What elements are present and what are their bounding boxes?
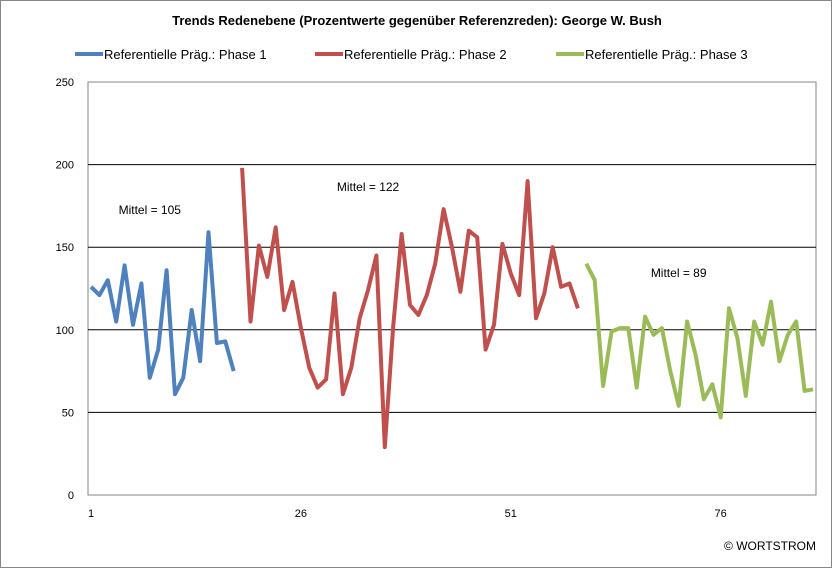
chart-title: Trends Redenebene (Prozentwerte gegenübe… — [172, 13, 662, 28]
x-tick-label: 26 — [295, 508, 307, 520]
legend-label: Referentielle Präg.: Phase 2 — [344, 47, 507, 62]
x-axis: 1 26 51 76 — [88, 508, 727, 520]
mean-annotation: Mittel = 89 — [651, 266, 707, 280]
y-tick-label: 50 — [62, 407, 74, 419]
legend-item-phase-3: Referentielle Präg.: Phase 3 — [556, 47, 748, 62]
legend-label: Referentielle Präg.: Phase 1 — [104, 47, 267, 62]
x-tick-label: 76 — [715, 508, 727, 520]
mean-annotation: Mittel = 105 — [119, 203, 182, 217]
legend-item-phase-1: Referentielle Präg.: Phase 1 — [75, 47, 267, 62]
y-tick-label: 200 — [56, 160, 74, 172]
y-tick-label: 250 — [56, 77, 74, 89]
y-tick-label: 100 — [56, 325, 74, 337]
legend-label: Referentielle Präg.: Phase 3 — [585, 47, 748, 62]
copyright-credit: © WORTSTROM — [724, 539, 816, 553]
x-tick-label: 51 — [505, 508, 517, 520]
y-tick-label: 0 — [68, 490, 74, 502]
mean-annotation: Mittel = 122 — [337, 180, 400, 194]
legend-item-phase-2: Referentielle Präg.: Phase 2 — [315, 47, 507, 62]
y-axis: 0 50 100 150 200 250 — [56, 77, 74, 502]
plot-area — [88, 82, 816, 495]
legend: Referentielle Präg.: Phase 1 Referentiell… — [75, 47, 748, 62]
y-tick-label: 150 — [56, 242, 74, 254]
x-tick-label: 1 — [88, 508, 94, 520]
